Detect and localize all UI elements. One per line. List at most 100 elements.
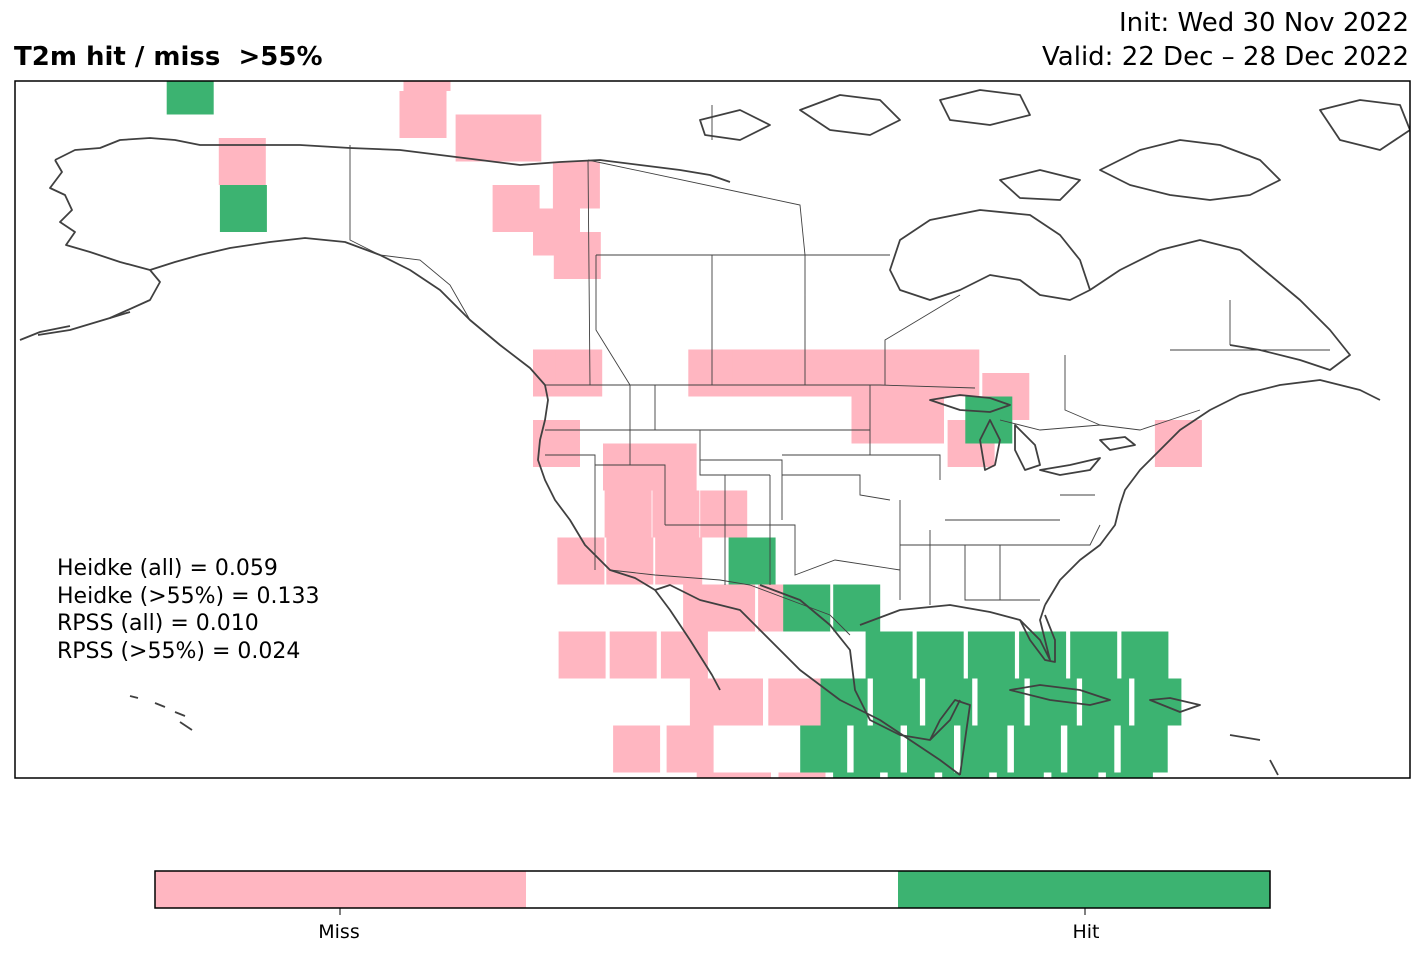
map-panel xyxy=(14,21,1411,779)
init-date: Init: Wed 30 Nov 2022 xyxy=(1118,8,1409,38)
hit-cell xyxy=(1121,631,1169,679)
coastline-alaska-west xyxy=(37,159,161,336)
colorbar-miss-swatch xyxy=(155,871,526,908)
border-us-states xyxy=(545,385,1101,605)
miss-cell xyxy=(655,537,703,585)
miss-cell xyxy=(403,81,451,91)
colorbar-hit-swatch xyxy=(898,871,1270,908)
miss-cell xyxy=(609,631,657,679)
miss-cell xyxy=(604,490,652,538)
stat-rpss-all: RPSS (all) = 0.010 xyxy=(57,611,259,636)
hit-cell xyxy=(965,396,1013,444)
hit-cell xyxy=(1070,631,1118,679)
miss-cell xyxy=(613,725,661,773)
hit-cell xyxy=(833,584,881,632)
hit-cell xyxy=(1067,725,1115,773)
miss-cell xyxy=(932,349,980,397)
hit-cell xyxy=(1105,772,1153,778)
hit-cell xyxy=(1134,678,1182,726)
verification-grid xyxy=(160,21,1202,778)
coastline-baffin xyxy=(1099,139,1281,201)
miss-cell xyxy=(724,772,771,778)
colorbar-frame xyxy=(154,870,1271,909)
hit-cell xyxy=(916,631,964,679)
coastline-labrador xyxy=(1089,239,1351,371)
coastline-hudson-bay xyxy=(889,209,1091,301)
miss-cell xyxy=(652,490,700,538)
hit-cell xyxy=(219,185,267,232)
miss-cell xyxy=(799,349,847,397)
miss-cell xyxy=(660,631,708,679)
miss-cell xyxy=(187,21,234,68)
miss-cell xyxy=(494,114,542,162)
coastline-aleutians xyxy=(19,311,131,341)
hit-cell xyxy=(942,772,990,778)
miss-cell xyxy=(552,161,600,209)
miss-cell xyxy=(696,772,744,778)
miss-cell xyxy=(603,443,650,491)
map-frame xyxy=(14,80,1411,779)
hit-cell xyxy=(996,772,1044,778)
miss-cell xyxy=(492,185,540,232)
miss-cell xyxy=(533,420,580,467)
colorbar-neutral-swatch xyxy=(526,871,898,908)
coastline-us-east xyxy=(1044,379,1381,606)
miss-cell xyxy=(553,232,601,279)
hit-cell xyxy=(800,725,848,773)
coastlines xyxy=(19,89,1410,776)
hit-cell xyxy=(728,537,776,585)
miss-cell xyxy=(555,349,603,397)
miss-cell xyxy=(865,349,913,397)
valid-period: Valid: 22 Dec – 28 Dec 2022 xyxy=(1042,42,1409,72)
hit-cell xyxy=(960,725,1008,773)
border-alaska-canada xyxy=(349,145,471,321)
colorbar-label-hit: Hit xyxy=(1072,921,1100,943)
miss-cell xyxy=(851,396,899,444)
coastline-arctic-islands xyxy=(699,89,1410,201)
hit-cell xyxy=(166,81,214,115)
stat-heidke-all: Heidke (all) = 0.059 xyxy=(57,556,278,581)
hit-cell xyxy=(853,725,901,773)
miss-cell xyxy=(700,490,748,538)
hit-cell xyxy=(865,631,913,679)
miss-cell xyxy=(558,631,606,679)
coastline-great-lakes xyxy=(929,394,1136,476)
hit-cell xyxy=(872,678,920,726)
stat-rpss-55: RPSS (>55%) = 0.024 xyxy=(57,639,301,664)
miss-cell xyxy=(557,537,605,585)
coastline-us-west xyxy=(537,384,721,691)
hit-cell xyxy=(887,772,935,778)
miss-cell xyxy=(399,91,447,138)
coastline-alaska xyxy=(54,137,731,183)
colorbar-label-miss: Miss xyxy=(318,921,360,943)
admin-borders xyxy=(349,105,1330,636)
hit-cell xyxy=(160,21,207,68)
hit-cell xyxy=(1120,725,1168,773)
coastline-yucatan xyxy=(929,699,971,776)
hit-cell xyxy=(833,772,881,778)
coastline-caribbean xyxy=(1009,684,1279,776)
miss-cell xyxy=(649,443,697,491)
hit-cell xyxy=(977,678,1025,726)
miss-cell xyxy=(716,678,763,726)
coastline-mexico-west xyxy=(654,584,961,776)
hit-cell xyxy=(1051,772,1099,778)
border-us-canada xyxy=(545,384,1201,431)
hit-cell xyxy=(925,678,973,726)
miss-cell xyxy=(666,725,714,773)
miss-cell xyxy=(754,349,802,397)
map-title: T2m hit / miss >55% xyxy=(14,42,323,72)
coastline-florida xyxy=(1019,614,1056,663)
stat-heidke-55: Heidke (>55%) = 0.133 xyxy=(57,584,320,609)
hit-cell xyxy=(783,584,831,632)
coastline-gulf-of-alaska xyxy=(149,237,546,386)
border-canada-provinces xyxy=(587,105,1330,426)
hit-cell xyxy=(1013,725,1061,773)
coastline-hawaii xyxy=(129,695,193,731)
border-us-mexico xyxy=(609,569,851,636)
hit-cell xyxy=(967,631,1015,679)
miss-cell xyxy=(606,537,654,585)
miss-cell xyxy=(778,772,826,778)
hit-cell xyxy=(1019,631,1067,679)
miss-cell xyxy=(1154,420,1202,467)
